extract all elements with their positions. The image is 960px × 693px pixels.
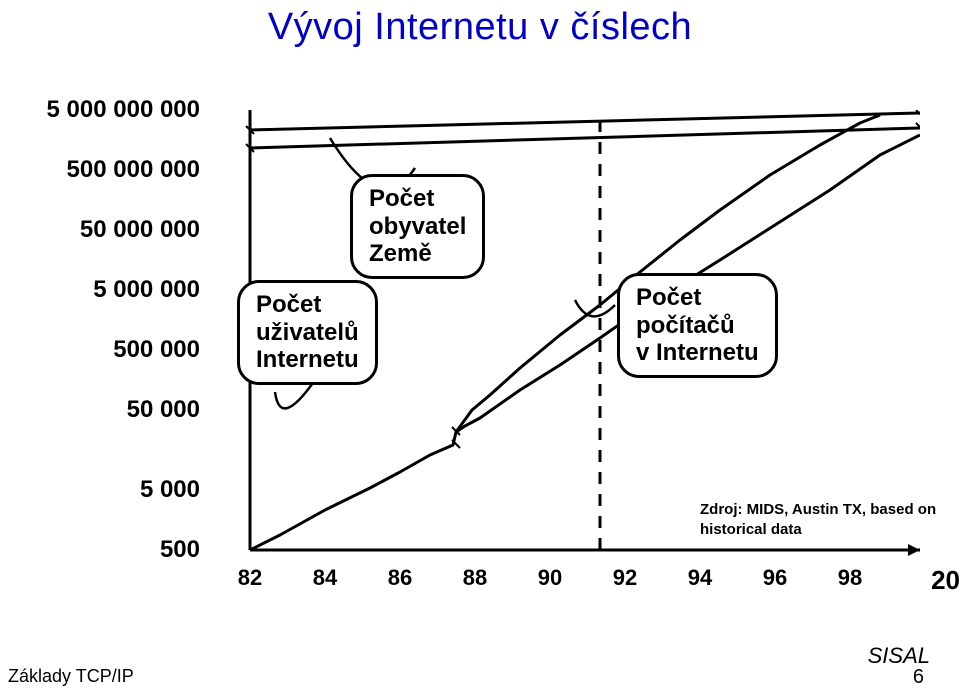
x-tick-label: 2001 bbox=[931, 565, 960, 596]
y-tick-label: 50 000 bbox=[127, 396, 200, 424]
callout-line: Internetu bbox=[256, 346, 359, 373]
slide: { "title": "Vývoj Internetu v číslech", … bbox=[0, 0, 960, 693]
x-tick-label: 94 bbox=[688, 565, 712, 591]
callout-population: PočetobyvatelZemě bbox=[350, 174, 485, 279]
callout-line: počítačů bbox=[636, 312, 735, 339]
callout-line: uživatelů bbox=[256, 319, 359, 346]
x-tick-label: 88 bbox=[463, 565, 487, 591]
y-tick-label: 50 000 000 bbox=[80, 216, 200, 244]
source-note: Zdroj: MIDS, Austin TX, based on historic… bbox=[700, 500, 936, 539]
callout-line: Počet bbox=[256, 291, 321, 318]
y-tick-label: 500 000 bbox=[113, 336, 200, 364]
y-tick-label: 500 000 000 bbox=[67, 156, 200, 184]
x-tick-label: 82 bbox=[238, 565, 262, 591]
callout-line: obyvatel bbox=[369, 213, 466, 240]
y-tick-label: 5 000 bbox=[140, 476, 200, 504]
callout-hosts: Početpočítačův Internetu bbox=[617, 273, 778, 378]
x-tick-label: 92 bbox=[613, 565, 637, 591]
y-axis-labels: 5 000 000 000500 000 00050 000 0005 000 … bbox=[0, 110, 210, 620]
source-line: historical data bbox=[700, 521, 802, 538]
y-tick-label: 500 bbox=[160, 536, 200, 564]
callout-line: Země bbox=[369, 240, 432, 267]
callout-line: Počet bbox=[636, 284, 701, 311]
x-tick-label: 90 bbox=[538, 565, 562, 591]
x-tick-label: 86 bbox=[388, 565, 412, 591]
y-tick-label: 5 000 000 000 bbox=[47, 96, 200, 124]
footer-left: Základy TCP/IP bbox=[8, 666, 134, 687]
y-tick-label: 5 000 000 bbox=[93, 276, 200, 304]
callout-users: PočetuživatelůInternetu bbox=[237, 280, 378, 385]
x-tick-label: 84 bbox=[313, 565, 337, 591]
page-title: Vývoj Internetu v číslech bbox=[0, 6, 960, 49]
x-tick-label: 98 bbox=[838, 565, 862, 591]
callout-line: v Internetu bbox=[636, 339, 759, 366]
page-number: 6 bbox=[913, 666, 924, 689]
callout-line: Počet bbox=[369, 185, 434, 212]
source-line: Zdroj: MIDS, Austin TX, based on bbox=[700, 501, 936, 518]
x-tick-label: 96 bbox=[763, 565, 787, 591]
